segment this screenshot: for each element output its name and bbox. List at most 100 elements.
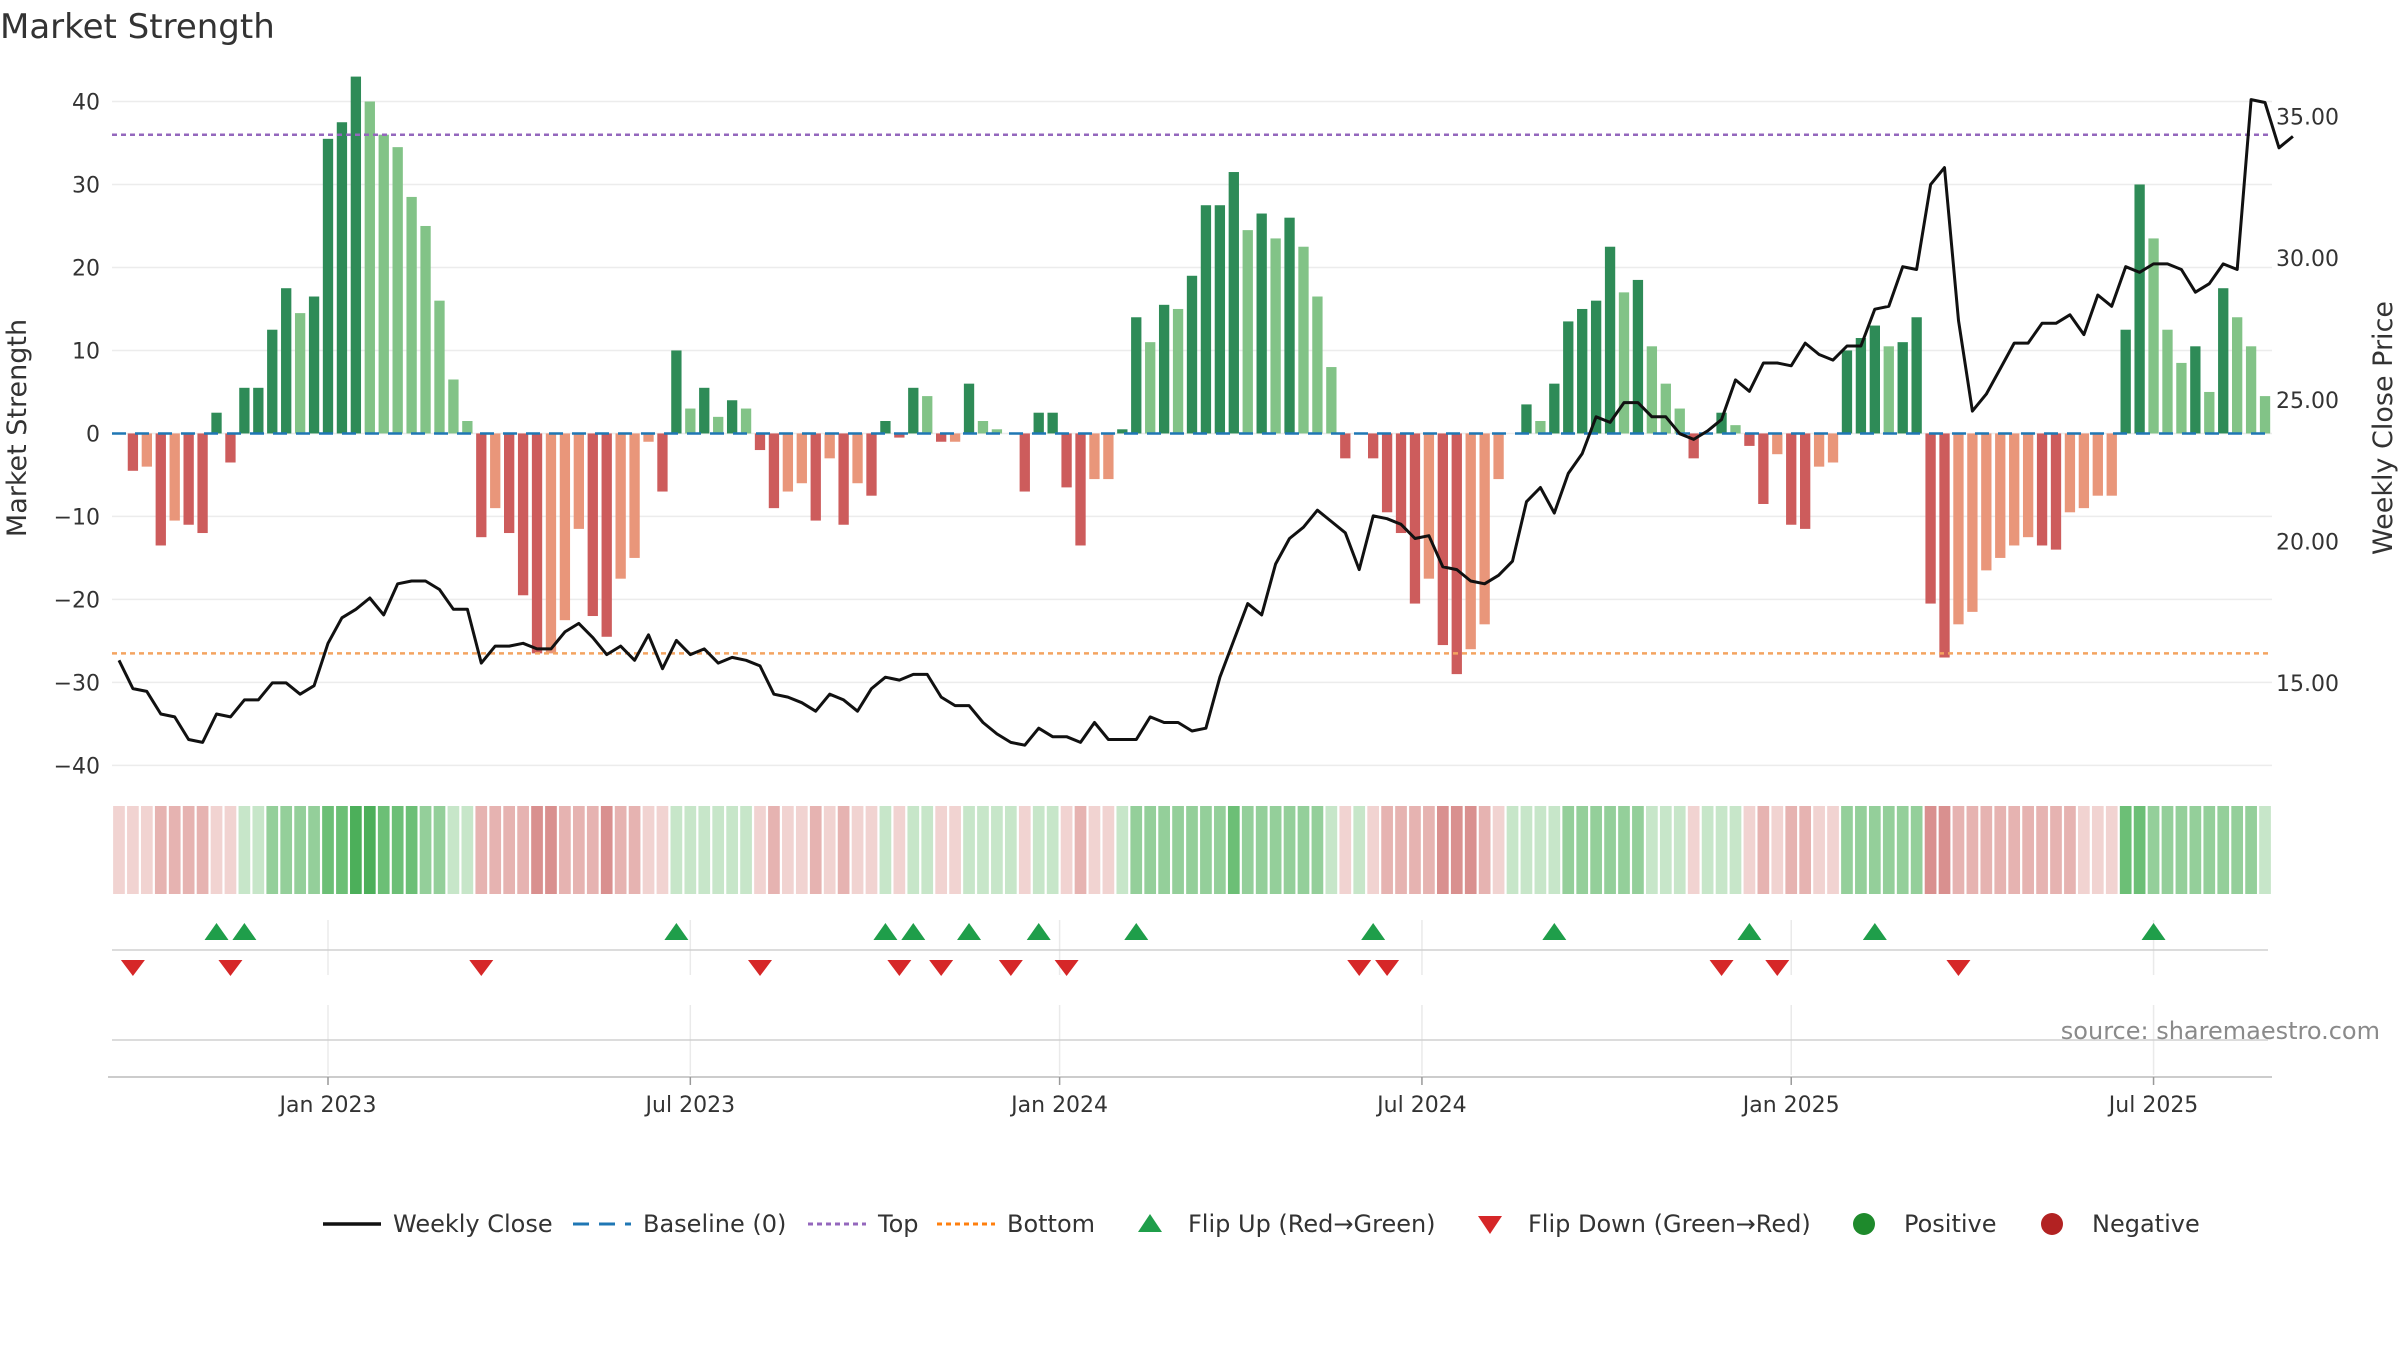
heat-cell bbox=[1200, 806, 1212, 894]
x-tick-label: Jan 2023 bbox=[278, 1093, 377, 1118]
heat-cell bbox=[572, 806, 585, 894]
strength-bar bbox=[1298, 246, 1309, 434]
heat-cell bbox=[1172, 806, 1184, 894]
strength-bar bbox=[183, 433, 194, 525]
heat-cell bbox=[1646, 806, 1658, 894]
heat-cell bbox=[1214, 806, 1226, 894]
strength-bar bbox=[1103, 433, 1114, 480]
heat-cell bbox=[405, 806, 418, 894]
heat-cell bbox=[2008, 806, 2021, 894]
heat-cell bbox=[1841, 806, 1853, 894]
heat-cell bbox=[238, 806, 251, 894]
heat-cell bbox=[1353, 806, 1366, 894]
heat-cell bbox=[782, 806, 794, 894]
strength-bar bbox=[1075, 433, 1086, 546]
heat-cell bbox=[1186, 806, 1198, 894]
heat-cell bbox=[879, 806, 892, 894]
strength-bar bbox=[1535, 421, 1546, 434]
heat-cell bbox=[2259, 806, 2271, 894]
strength-bar bbox=[434, 300, 445, 434]
x-tick-label: Jan 2024 bbox=[1009, 1093, 1108, 1118]
strength-bar bbox=[1925, 433, 1936, 604]
strength-bar bbox=[2134, 184, 2145, 434]
heat-cell bbox=[1673, 806, 1686, 894]
flip-down-marker bbox=[887, 960, 912, 976]
flip-up-marker bbox=[664, 923, 689, 940]
heat-cell bbox=[1590, 806, 1602, 894]
strength-bar bbox=[1939, 433, 1950, 658]
strength-bar bbox=[1869, 325, 1880, 434]
flip-markers bbox=[112, 923, 2268, 1041]
strength-bar bbox=[1326, 367, 1337, 434]
strength-bar bbox=[1479, 433, 1490, 625]
left-tick-label: 40 bbox=[72, 90, 100, 115]
heat-cell bbox=[1980, 806, 1993, 894]
heat-cell bbox=[991, 806, 1003, 894]
strength-bar bbox=[155, 433, 166, 546]
heat-cell bbox=[907, 806, 920, 894]
x-tick-label: Jul 2023 bbox=[644, 1093, 736, 1118]
strength-bar bbox=[643, 433, 654, 442]
heat-cell bbox=[1576, 806, 1589, 894]
heat-cell bbox=[1743, 806, 1756, 894]
legend-item: Weekly Close bbox=[323, 1210, 553, 1238]
flip-down-marker bbox=[1709, 960, 1734, 976]
heat-cell bbox=[294, 806, 306, 894]
strength-bar bbox=[1131, 317, 1142, 434]
heat-cell bbox=[1255, 806, 1268, 894]
strength-bar bbox=[1563, 321, 1574, 434]
flip-up-marker bbox=[2141, 923, 2166, 940]
legend-swatch bbox=[1853, 1213, 1875, 1235]
heat-cell bbox=[963, 806, 975, 894]
strength-bar bbox=[490, 433, 501, 509]
heat-cell bbox=[1283, 806, 1296, 894]
heat-cell bbox=[656, 806, 669, 894]
strength-bar bbox=[392, 147, 403, 434]
strength-bar bbox=[866, 433, 877, 496]
heat-cell bbox=[2105, 806, 2118, 894]
heat-cell bbox=[1771, 806, 1784, 894]
strength-bar bbox=[880, 421, 891, 434]
strength-bar bbox=[211, 412, 222, 434]
legend-swatch bbox=[2041, 1213, 2063, 1235]
source-credit: source: sharemaestro.com bbox=[2061, 1017, 2380, 1045]
heat-cell bbox=[336, 806, 348, 894]
threshold-lines bbox=[112, 133, 2272, 655]
strength-bar bbox=[2036, 433, 2048, 546]
heat-cell bbox=[1562, 806, 1575, 894]
strength-bar bbox=[308, 296, 320, 434]
flip-up-marker bbox=[1361, 923, 1386, 940]
heat-cell bbox=[1632, 806, 1644, 894]
strength-bar bbox=[1214, 205, 1226, 434]
strength-bar bbox=[963, 383, 975, 434]
strength-bar bbox=[949, 433, 961, 442]
heat-cell bbox=[1701, 806, 1714, 894]
heat-cell bbox=[2022, 806, 2034, 894]
flip-up-marker bbox=[204, 923, 229, 940]
strength-bar bbox=[1841, 350, 1853, 434]
left-tick-label: 20 bbox=[72, 256, 100, 281]
strength-bar bbox=[1437, 433, 1448, 646]
strength-bar bbox=[2245, 346, 2257, 434]
heat-cell bbox=[1799, 806, 1812, 894]
heat-cell bbox=[1659, 806, 1672, 894]
heat-cell bbox=[168, 806, 181, 894]
strength-bar bbox=[2009, 433, 2020, 546]
heat-cell bbox=[266, 806, 279, 894]
strength-bar bbox=[2218, 288, 2229, 434]
strength-bar bbox=[1089, 433, 1100, 480]
strength-bar bbox=[852, 433, 863, 484]
strength-bar bbox=[936, 433, 947, 442]
right-axis-ticks: 35.00 30.00 25.00 20.00 15.00 bbox=[2276, 106, 2339, 697]
heat-cell bbox=[1158, 806, 1170, 894]
heat-cell bbox=[809, 806, 822, 894]
strength-bar bbox=[462, 421, 473, 434]
strength-bar bbox=[1033, 412, 1044, 434]
strength-bar bbox=[1618, 292, 1630, 434]
strength-bar bbox=[1855, 338, 1867, 434]
strength-bar bbox=[1521, 404, 1532, 434]
weekly-close-line bbox=[117, 98, 2294, 747]
strength-bar bbox=[782, 433, 794, 492]
strength-bar bbox=[378, 134, 389, 434]
right-tick-label: 20.00 bbox=[2276, 530, 2339, 555]
